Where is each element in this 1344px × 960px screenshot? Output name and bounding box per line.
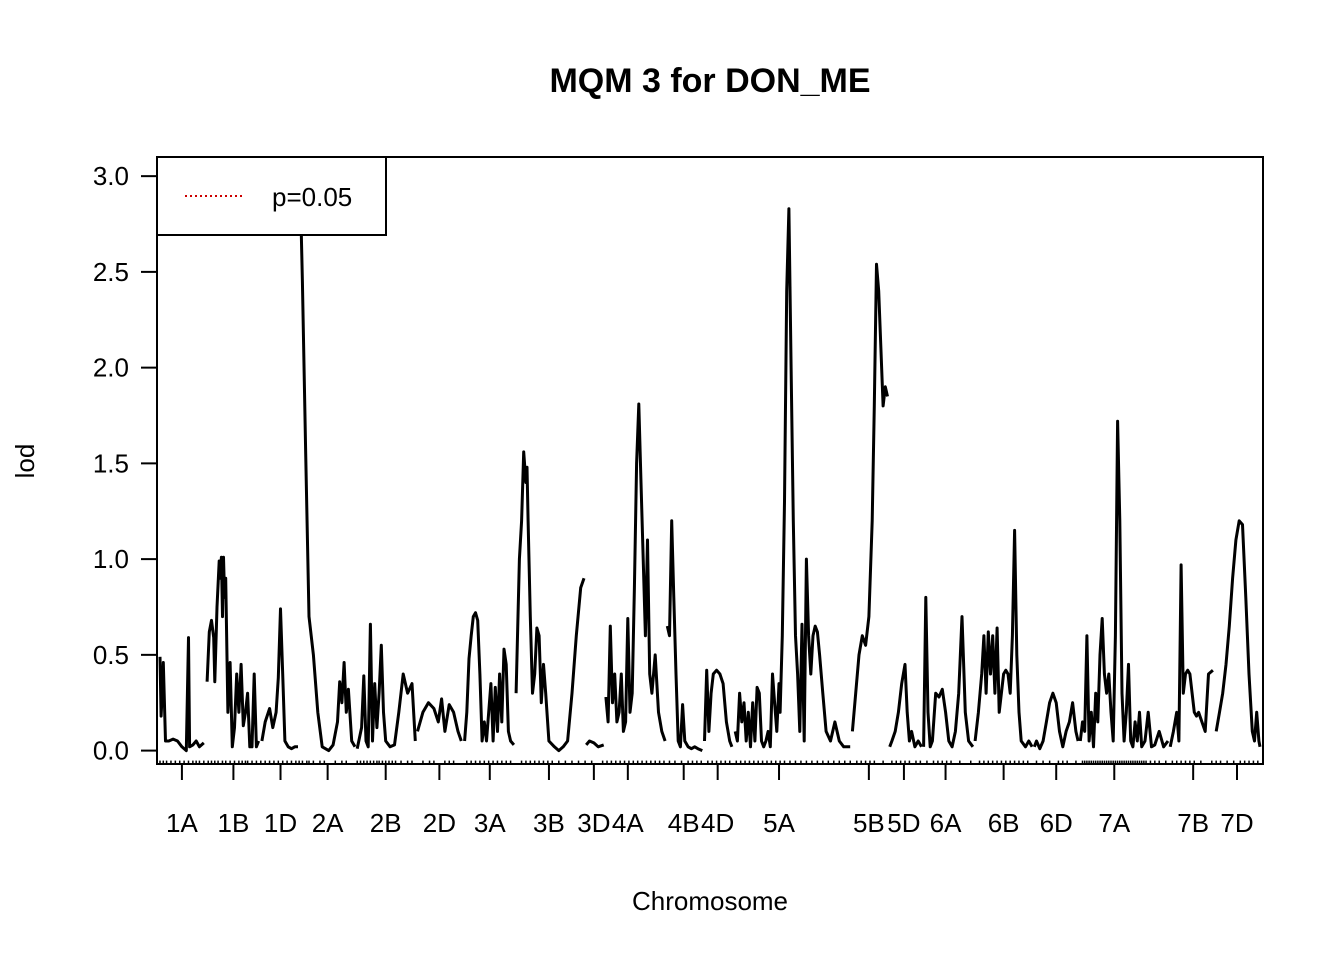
x-tick-label-2d: 2D xyxy=(423,808,456,838)
lod-curve-2d xyxy=(416,697,463,742)
x-tick-label-6b: 6B xyxy=(988,808,1020,838)
lod-curve-1d xyxy=(260,607,298,751)
lod-curve-2a xyxy=(298,185,357,753)
x-tick-label-1a: 1A xyxy=(166,808,198,838)
y-tick-label: 2.5 xyxy=(93,257,129,287)
x-tick-label-3b: 3B xyxy=(533,808,565,838)
lod-curve-6b xyxy=(973,528,1034,749)
x-tick-label-7b: 7B xyxy=(1177,808,1209,838)
lod-curve-5a xyxy=(733,207,851,749)
x-tick-label-1d: 1D xyxy=(264,808,297,838)
y-tick-label: 3.0 xyxy=(93,161,129,191)
lod-curve-4d xyxy=(703,668,734,748)
lod-curve-3a xyxy=(463,611,516,746)
x-tick-label-2a: 2A xyxy=(312,808,344,838)
x-tick-label-6a: 6A xyxy=(930,808,962,838)
lod-curve-4a xyxy=(604,402,667,742)
lod-curve-1a xyxy=(158,636,205,753)
x-tick-label-4b: 4B xyxy=(668,808,700,838)
y-tick-label: 1.5 xyxy=(93,448,129,478)
x-tick-label-1b: 1B xyxy=(218,808,250,838)
lod-curve-4b xyxy=(665,519,703,752)
x-tick-label-4a: 4A xyxy=(612,808,644,838)
x-tick-label-7a: 7A xyxy=(1098,808,1130,838)
x-tick-label-5a: 5A xyxy=(763,808,795,838)
y-axis: 0.0 0.5 1.0 1.5 2.0 2.5 3.0 xyxy=(93,161,157,766)
x-axis: 1A 1B 1D 2A 2B 2D 3A 3B 3D 4A 4B 4D 5A 5B 5D 6A 6B 6D 7A 7B… xyxy=(166,764,1254,838)
y-tick-label: 0.5 xyxy=(93,640,129,670)
lod-curve-6a xyxy=(922,595,975,749)
y-tick-label: 0.0 xyxy=(93,736,129,766)
lod-curves xyxy=(158,185,1262,753)
legend: p=0.05 xyxy=(156,156,387,236)
lod-curve-3b xyxy=(514,450,586,753)
lod-curve-2b xyxy=(355,622,417,750)
x-tick-label-7d: 7D xyxy=(1220,808,1253,838)
x-tick-label-6d: 6D xyxy=(1040,808,1073,838)
x-tick-label-5b: 5B xyxy=(853,808,885,838)
plot-frame xyxy=(156,156,1264,765)
x-tick-label-3d: 3D xyxy=(577,808,610,838)
x-tick-label-4d: 4D xyxy=(701,808,734,838)
lod-curve-6d xyxy=(1032,691,1080,751)
lod-curve-5d xyxy=(888,662,923,749)
y-tick-label: 1.0 xyxy=(93,544,129,574)
y-axis-label: lod xyxy=(10,444,40,479)
lod-curve-7a xyxy=(1078,419,1170,749)
x-tick-label-5d: 5D xyxy=(887,808,920,838)
lod-curve-7d xyxy=(1214,519,1262,748)
lod-curve-5b xyxy=(850,262,889,732)
x-tick-label-3a: 3A xyxy=(474,808,506,838)
chart-title: MQM 3 for DON_ME xyxy=(549,62,870,100)
y-tick-label: 2.0 xyxy=(93,353,129,383)
lod-curve-7b xyxy=(1168,563,1214,748)
x-axis-label: Chromosome xyxy=(632,886,788,916)
x-tick-label-2b: 2B xyxy=(370,808,402,838)
lod-curve-1b xyxy=(205,555,261,749)
lod-curve-3d xyxy=(585,739,605,749)
marker-rug xyxy=(159,760,1259,764)
legend-label-p005: p=0.05 xyxy=(272,182,352,212)
